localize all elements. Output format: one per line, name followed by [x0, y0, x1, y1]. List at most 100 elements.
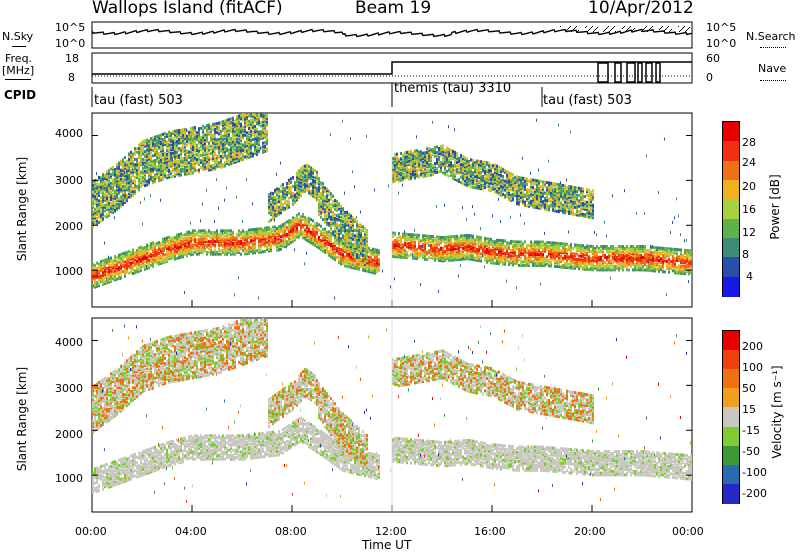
power-cell — [320, 233, 322, 237]
power-cell — [432, 164, 434, 168]
power-cell — [310, 236, 312, 239]
power-cell — [424, 245, 426, 249]
power-cell — [372, 253, 374, 257]
power-cell — [214, 131, 216, 135]
power-cell — [226, 231, 228, 235]
power-cell — [312, 239, 314, 243]
power-cell — [358, 245, 360, 248]
power-cell — [154, 137, 156, 141]
power-cell — [122, 252, 124, 256]
power-cell — [338, 248, 340, 252]
power-cell — [96, 202, 98, 206]
power-cell — [402, 232, 404, 236]
power-cell — [442, 250, 444, 254]
power-cell — [308, 222, 310, 226]
power-cell — [156, 169, 158, 172]
power-cell — [204, 149, 206, 153]
power-cell — [136, 172, 138, 176]
power-cell — [116, 190, 118, 194]
power-cell — [108, 213, 110, 217]
power-cell — [366, 243, 368, 247]
power-cell — [342, 236, 344, 239]
power-cell — [142, 250, 144, 254]
power-cell — [394, 154, 396, 158]
power-cell — [238, 232, 240, 236]
power-cell — [202, 249, 204, 253]
power-cell — [116, 191, 118, 195]
power-cell — [142, 161, 144, 165]
power-cell — [412, 256, 414, 260]
power-cell — [92, 216, 94, 220]
power-cell — [244, 245, 246, 249]
power-cell — [434, 249, 436, 253]
power-cell — [300, 226, 302, 229]
power-cell — [124, 273, 126, 277]
power-cell — [322, 203, 324, 207]
power-cell — [110, 187, 112, 191]
power-cell — [114, 195, 116, 199]
power-cell — [248, 230, 250, 234]
power-cell — [300, 220, 302, 224]
nave-spike — [614, 62, 622, 83]
power-cell — [232, 145, 234, 149]
power-cell — [120, 170, 122, 174]
power-cell — [304, 216, 306, 219]
power-cell — [232, 132, 234, 136]
power-cell — [194, 234, 196, 238]
nsearch-point — [634, 28, 635, 29]
power-cell — [208, 231, 210, 235]
power-cell — [294, 186, 296, 190]
power-cell — [214, 153, 216, 157]
power-cell — [216, 238, 218, 242]
power-cell — [212, 135, 214, 139]
power-cell — [96, 281, 98, 285]
power-cell — [142, 261, 144, 265]
power-cell — [284, 245, 286, 249]
power-cell — [220, 238, 222, 242]
power-cell — [404, 169, 406, 173]
power-cell — [440, 253, 442, 257]
power-cell — [340, 221, 342, 224]
power-cell — [184, 145, 186, 149]
power-cell — [416, 158, 418, 162]
power-cell — [136, 252, 138, 256]
power-cell — [172, 254, 174, 258]
power-cell — [262, 230, 264, 234]
power-cell — [338, 246, 340, 250]
power-noise — [234, 293, 235, 297]
power-cell — [118, 166, 120, 170]
power-cell — [254, 247, 256, 251]
power-cell — [366, 261, 368, 265]
power-cell — [220, 243, 222, 247]
power-cell — [230, 129, 232, 133]
power-cell — [278, 209, 280, 213]
power-cell — [188, 150, 190, 154]
power-cell — [158, 262, 160, 266]
power-cell — [440, 150, 442, 154]
power-cell — [404, 167, 406, 171]
power-cell — [288, 202, 290, 206]
power-cell — [158, 248, 160, 252]
power-cell — [324, 197, 326, 201]
power-cell — [104, 204, 106, 208]
power-cell — [238, 134, 240, 138]
power-cell — [224, 141, 226, 144]
power-cell — [162, 243, 164, 247]
power-cell — [346, 246, 348, 250]
power-cell — [182, 248, 184, 252]
power-cell — [116, 270, 118, 274]
power-cell — [96, 190, 98, 194]
power-cell — [206, 161, 208, 165]
power-cell — [222, 147, 224, 151]
power-cell — [156, 254, 158, 258]
power-cell — [114, 191, 116, 195]
power-cell — [182, 133, 184, 137]
power-cell — [408, 159, 410, 163]
power-cell — [240, 252, 242, 256]
power-cell — [104, 180, 106, 184]
power-cell — [310, 175, 312, 179]
power-cell — [172, 151, 174, 155]
power-cell — [278, 205, 280, 209]
power-cell — [324, 217, 326, 220]
power-cell — [458, 238, 460, 242]
